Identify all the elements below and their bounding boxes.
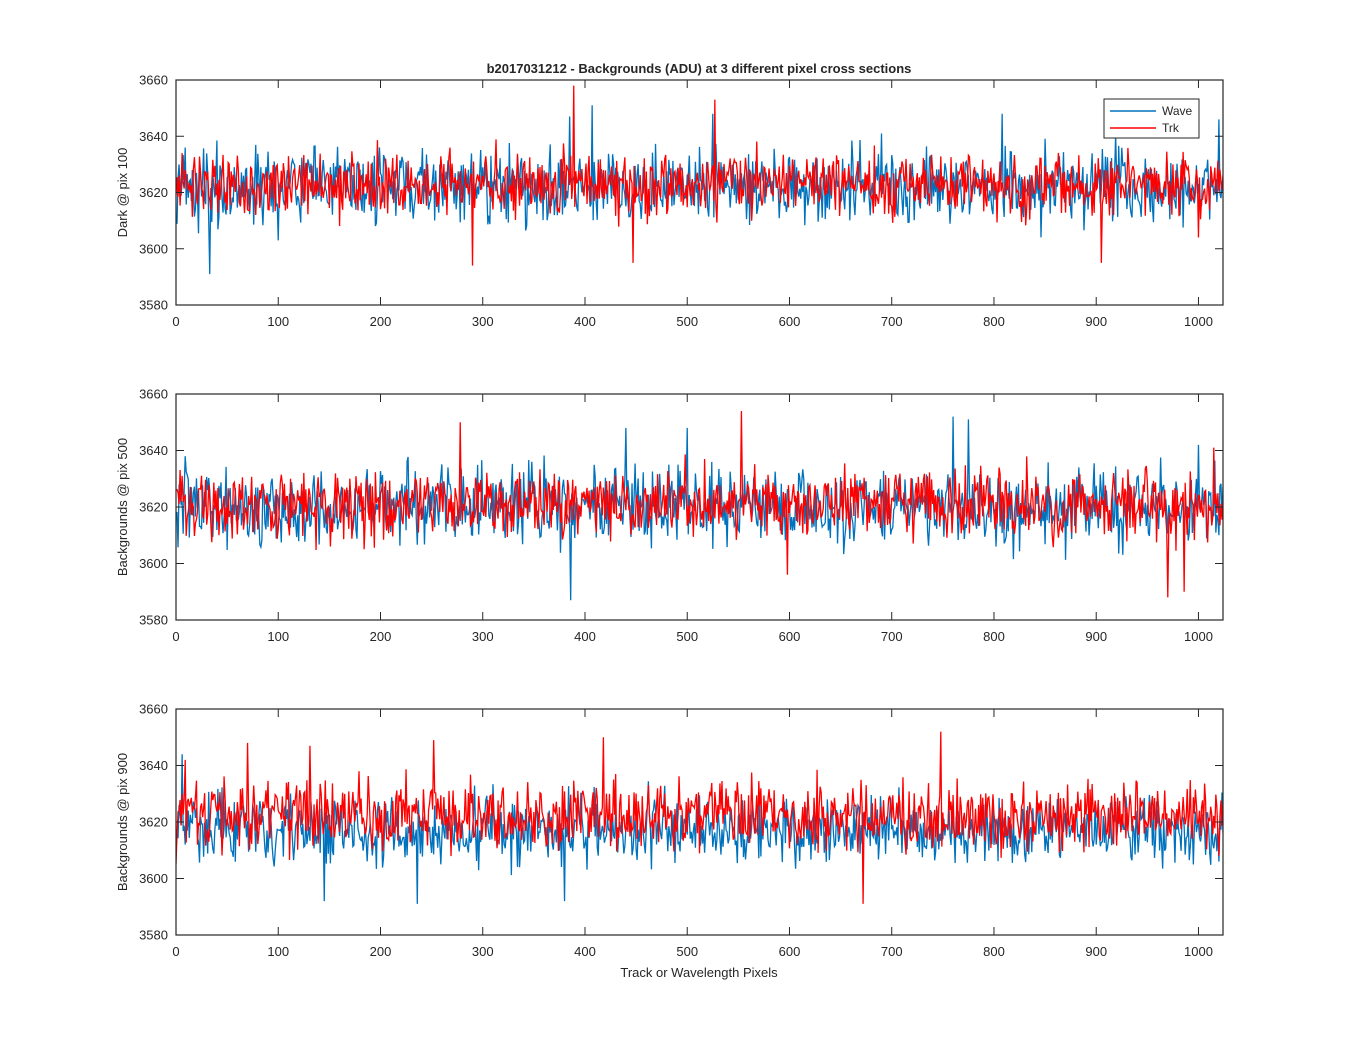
y-tick-label: 3660 — [139, 73, 168, 88]
legend-label-trk: Trk — [1162, 121, 1180, 135]
x-tick-label: 600 — [779, 314, 801, 329]
x-tick-label: 600 — [779, 629, 801, 644]
y-tick-label: 3640 — [139, 129, 168, 144]
y-tick-label: 3620 — [139, 815, 168, 830]
y-axis-label: Backgrounds @ pix 900 — [115, 753, 130, 891]
x-tick-label: 0 — [172, 314, 179, 329]
x-tick-label: 900 — [1085, 314, 1107, 329]
x-tick-label: 500 — [676, 944, 698, 959]
legend-box — [1103, 98, 1200, 139]
x-tick-label: 1000 — [1184, 314, 1213, 329]
x-tick-label: 400 — [574, 944, 596, 959]
x-tick-label: 700 — [881, 944, 903, 959]
y-tick-label: 3600 — [139, 241, 168, 256]
x-tick-label: 400 — [574, 629, 596, 644]
legend: Wave Trk — [1103, 98, 1200, 139]
x-tick-label: 800 — [983, 629, 1005, 644]
x-tick-label: 100 — [267, 314, 289, 329]
series-line-trk — [176, 410, 1223, 598]
x-tick-label: 500 — [676, 629, 698, 644]
x-tick-label: 900 — [1085, 629, 1107, 644]
x-tick-label: 200 — [370, 314, 392, 329]
panels: 0 100 200 300 400 500 600 700 800 900 100035803600… — [115, 73, 1224, 959]
x-tick-label: 500 — [676, 314, 698, 329]
y-tick-label: 3600 — [139, 871, 168, 886]
y-tick-label: 3660 — [139, 702, 168, 717]
y-tick-label: 3660 — [139, 387, 168, 402]
x-axis-label: Track or Wavelength Pixels — [620, 965, 778, 980]
x-tick-label: 1000 — [1184, 629, 1213, 644]
y-tick-label: 3620 — [139, 185, 168, 200]
x-tick-label: 300 — [472, 944, 494, 959]
panel-2: 0 100 200 300 400 500 600 700 800 900 1000 3580 3600… — [115, 387, 1224, 644]
y-tick-label: 3600 — [139, 556, 168, 571]
chart-title: b2017031212 - Backgrounds (ADU) at 3 dif… — [487, 61, 912, 76]
y-tick-label: 3640 — [139, 758, 168, 773]
x-tick-label: 200 — [370, 944, 392, 959]
x-tick-label: 400 — [574, 314, 596, 329]
x-tick-label: 300 — [472, 629, 494, 644]
y-tick-label: 3580 — [139, 298, 168, 313]
y-tick-label: 3580 — [139, 613, 168, 628]
x-tick-label: 800 — [983, 314, 1005, 329]
x-tick-label: 700 — [881, 314, 903, 329]
x-tick-label: 700 — [881, 629, 903, 644]
x-tick-label: 800 — [983, 944, 1005, 959]
x-tick-label: 100 — [267, 629, 289, 644]
x-tick-label: 300 — [472, 314, 494, 329]
y-axis-label: Dark @ pix 100 — [115, 148, 130, 238]
y-tick-label: 3620 — [139, 500, 168, 515]
x-tick-label: 900 — [1085, 944, 1107, 959]
y-axis-label: Backgrounds @ pix 500 — [115, 438, 130, 576]
series-line-trk — [176, 731, 1223, 904]
x-tick-label: 0 — [172, 629, 179, 644]
x-tick-label: 0 — [172, 944, 179, 959]
panel-3: 0 100 200 300 400 500 600 700 800 900 1000 3580 3600… — [115, 702, 1224, 959]
legend-label-wave: Wave — [1162, 104, 1193, 118]
series-line-trk — [176, 85, 1223, 266]
y-tick-label: 3640 — [139, 443, 168, 458]
y-tick-label: 3580 — [139, 928, 168, 943]
x-tick-label: 200 — [370, 629, 392, 644]
panel-1: 0 100 200 300 400 500 600 700 800 900 1000 3580 3600… — [115, 73, 1224, 329]
x-tick-label: 1000 — [1184, 944, 1213, 959]
x-tick-label: 100 — [267, 944, 289, 959]
x-tick-label: 600 — [779, 944, 801, 959]
